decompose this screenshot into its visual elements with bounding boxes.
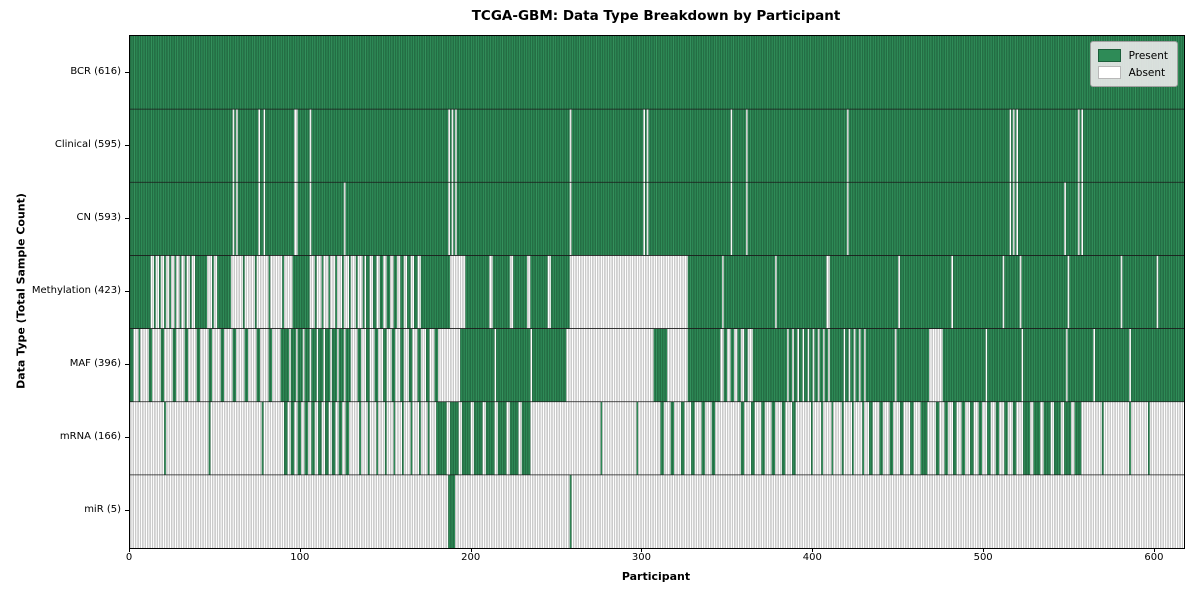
x-tick-label: 100 xyxy=(290,552,310,563)
y-tick-label: miR (5) xyxy=(84,504,121,516)
x-tick-mark xyxy=(1153,548,1155,552)
x-tick-label: 500 xyxy=(973,552,993,563)
legend-item-absent: Absent xyxy=(1097,64,1168,81)
x-tick-mark xyxy=(812,548,814,552)
x-tick-label: 300 xyxy=(631,552,652,563)
legend: Present Absent xyxy=(1089,41,1178,87)
x-tick-mark xyxy=(299,548,301,552)
x-tick-mark xyxy=(129,548,130,552)
heatmap-canvas xyxy=(130,36,1184,548)
y-tick-label: CN (593) xyxy=(76,211,121,223)
chart-title: TCGA-GBM: Data Type Breakdown by Partici… xyxy=(471,8,841,24)
x-axis-title: Participant xyxy=(621,570,691,583)
y-tick-mark xyxy=(125,71,129,73)
y-tick-mark xyxy=(125,437,129,439)
x-tick-mark xyxy=(470,548,472,552)
y-tick-label: Clinical (595) xyxy=(54,138,121,150)
y-tick-label: Methylation (423) xyxy=(31,285,121,296)
y-tick-mark xyxy=(125,510,129,512)
legend-item-present: Present xyxy=(1097,47,1168,64)
legend-swatch-absent-icon xyxy=(1097,66,1121,79)
y-tick-label: MAF (396) xyxy=(69,358,121,370)
y-tick-mark xyxy=(125,364,129,366)
y-tick-mark xyxy=(125,217,129,219)
legend-label-present: Present xyxy=(1128,49,1168,62)
x-tick-label: 600 xyxy=(1144,552,1164,563)
y-tick-mark xyxy=(125,144,129,146)
legend-swatch-present-icon xyxy=(1097,49,1121,62)
x-tick-label: 200 xyxy=(461,552,481,563)
y-tick-label: mRNA (166) xyxy=(59,431,121,443)
x-tick-mark xyxy=(641,548,643,552)
y-tick-mark xyxy=(125,291,129,292)
y-tick-label: BCR (616) xyxy=(70,65,121,77)
x-tick-label: 400 xyxy=(802,552,822,563)
x-tick-mark xyxy=(983,548,985,552)
legend-label-absent: Absent xyxy=(1128,66,1166,79)
x-tick-label: 0 xyxy=(125,552,133,563)
plot-area: Present Absent xyxy=(129,35,1185,549)
